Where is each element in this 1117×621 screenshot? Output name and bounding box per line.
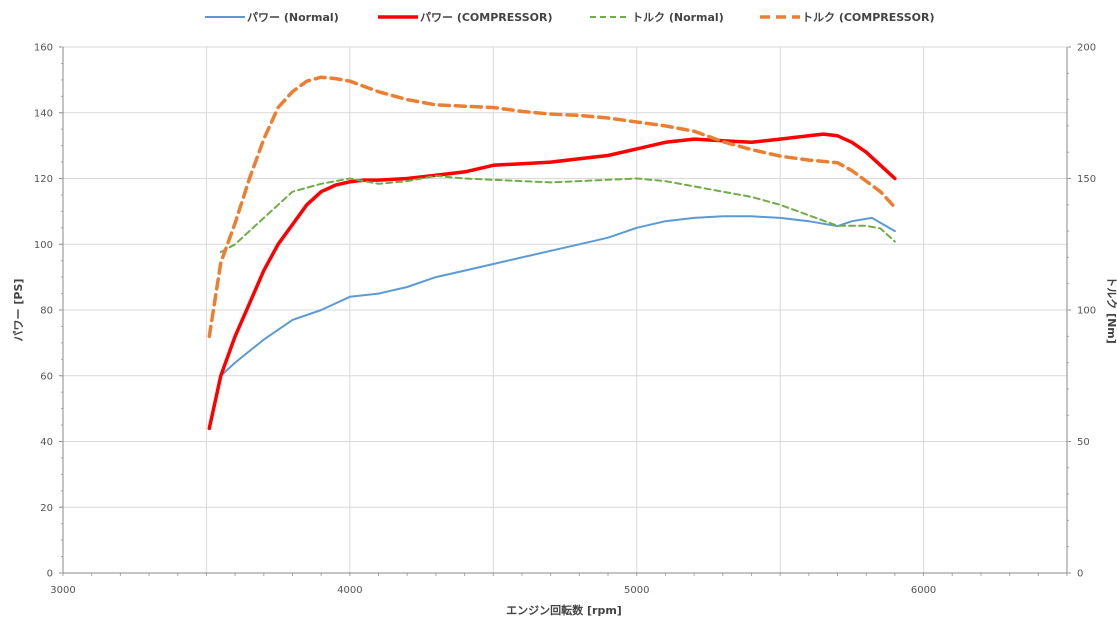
y-left-tick-label: 80: [40, 306, 53, 317]
y-right-tick-label: 50: [1077, 437, 1090, 448]
x-axis-label: エンジン回転数 [rpm]: [506, 603, 622, 617]
axes: [59, 46, 1071, 576]
y-right-tick-label: 0: [1077, 569, 1083, 580]
grid: [63, 46, 1067, 573]
y-left-tick-label: 0: [47, 569, 53, 580]
series-line-4-compressor: [207, 75, 897, 339]
y-left-tick-label: 140: [34, 108, 53, 119]
series-lines: [207, 75, 897, 431]
series-line-3-normal: [219, 174, 896, 254]
y-left-tick-label: 120: [34, 174, 53, 185]
x-tick-label: 6000: [911, 585, 936, 596]
y-left-tick-label: 160: [34, 43, 53, 54]
x-tick-label: 5000: [624, 585, 649, 596]
y-left-tick-label: 40: [40, 437, 53, 448]
tick-labels: 0 20 40 60 80 100 120 140 160 3000 4000 5000 6000 0 50…: [34, 43, 1096, 597]
y-left-tick-label: 100: [34, 240, 53, 251]
y-left-tick-label: 20: [40, 503, 53, 514]
series-line-1-normal: [219, 215, 896, 377]
y-axis-right-label: トルク [Nm]: [1105, 276, 1117, 344]
y-left-tick-label: 60: [40, 371, 53, 382]
y-right-tick-label: 200: [1077, 43, 1096, 54]
y-right-tick-label: 100: [1077, 306, 1096, 317]
y-axis-left-label: パワー [PS]: [12, 279, 25, 342]
legend-label-1: パワー (Normal): [247, 11, 339, 24]
legend-label-3: トルク (Normal): [632, 11, 724, 24]
legend: パワー (Normal) パワー (COMPRESSOR) トルク (Normal)…: [205, 11, 934, 24]
legend-label-2: パワー (COMPRESSOR): [420, 11, 552, 24]
y-right-tick-label: 150: [1077, 174, 1096, 185]
x-tick-label: 4000: [337, 585, 362, 596]
legend-label-4: トルク (COMPRESSOR): [802, 11, 934, 24]
x-tick-label: 3000: [50, 585, 75, 596]
series-line-2-compressor: [207, 132, 897, 431]
